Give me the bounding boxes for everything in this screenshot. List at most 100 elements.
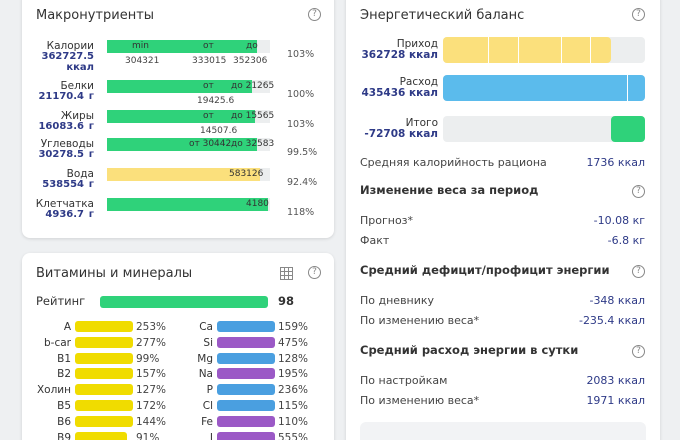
nutrient-name: Na (198, 368, 213, 381)
help-icon[interactable]: ? (308, 266, 321, 279)
energy-label: Приход (396, 38, 438, 50)
nutrient-percent: 99% (136, 352, 160, 365)
nutrient-percent: 110% (278, 415, 309, 428)
nutrient-name: Ca (199, 321, 213, 333)
segment-divider (627, 75, 628, 101)
scale-label: 352306 (233, 56, 268, 66)
item-label: По изменению веса* (360, 314, 480, 327)
nutrient-name: Клетчатка (35, 198, 94, 210)
nutrient-bar (217, 336, 275, 348)
nutrient-percent: 103% (287, 119, 315, 130)
nutrient-name: Жиры (60, 110, 94, 122)
item-label: Факт (360, 234, 390, 247)
item-label: По дневнику (360, 294, 435, 307)
nutrient-name: Холин (36, 384, 71, 397)
vitamin-card (22, 253, 334, 440)
nutrient-bar (75, 336, 133, 348)
nutrient-bar (217, 415, 275, 427)
item-value: -348 ккал (589, 294, 645, 307)
nutrient-bar (217, 400, 275, 411)
rating-bar (100, 296, 268, 308)
nutrient-percent: 236% (278, 384, 309, 397)
bar-label: до 21265 (231, 81, 275, 91)
scale-label: 333015 (192, 56, 227, 66)
help-icon[interactable]: ? (632, 345, 645, 358)
nutrient-unit: г (88, 91, 94, 102)
bar-label: min (132, 41, 149, 51)
scale-label: 19425.6 (197, 96, 235, 106)
nutrient-bar (75, 384, 133, 396)
section-title: Изменение веса за период (360, 183, 539, 197)
help-icon[interactable]: ? (308, 8, 321, 21)
nutrient-amount: 4936.7 (45, 209, 84, 220)
nutrient-percent: 100% (287, 89, 315, 100)
nutrient-name: Cl (202, 400, 213, 412)
help-icon[interactable]: ? (632, 265, 645, 278)
bar-label: 4180 (246, 199, 269, 209)
nutrient-amount: 538554 (42, 179, 84, 190)
help-icon[interactable]: ? (632, 8, 645, 21)
nutrient-name: b-car (44, 336, 71, 349)
nutrient-amount: 362727.5 (41, 51, 94, 62)
bar-fill (107, 138, 257, 151)
bar-fill (107, 110, 255, 123)
nutrient-percent: 555% (278, 431, 309, 440)
nutrient-name: B9 (57, 431, 71, 440)
note-box (360, 422, 646, 440)
bar-fill (107, 80, 252, 93)
energy-value: -72708 ккал (364, 128, 438, 140)
table-icon[interactable] (280, 267, 293, 280)
nutrient-percent: 144% (136, 415, 167, 428)
nutrient-percent: 277% (136, 336, 167, 349)
nutrient-bar (217, 384, 275, 396)
nutrient-percent: 157% (136, 368, 167, 381)
item-value: -10.08 кг (593, 214, 645, 227)
nutrient-bar (217, 368, 275, 380)
nutrient-percent: 118% (287, 207, 315, 218)
nutrient-percent: 103% (287, 49, 315, 60)
nutrient-unit: г (88, 149, 94, 160)
segment-divider (561, 37, 562, 63)
nutrient-percent: 92.4% (287, 177, 318, 188)
help-icon[interactable]: ? (632, 185, 645, 198)
bar-fill (107, 40, 257, 53)
bar-label: до (246, 41, 258, 51)
avg-label: Средняя калорийность рациона (360, 156, 547, 169)
energy-label: Итого (405, 117, 438, 129)
nutrient-percent: 159% (278, 321, 309, 333)
nutrient-percent: 127% (136, 384, 167, 397)
card-title: Макронутриенты (36, 8, 155, 23)
bar-label: 583126 (229, 169, 264, 179)
nutrient-percent: 195% (278, 368, 309, 381)
energy-bar (443, 37, 611, 63)
energy-card (346, 0, 660, 440)
energy-bar (611, 116, 645, 142)
energy-value: 362728 ккал (361, 49, 438, 61)
item-value: 1971 ккал (586, 394, 645, 407)
nutrient-name: B5 (57, 400, 71, 412)
bar-fill (107, 168, 260, 181)
nutrient-bar (75, 400, 133, 411)
nutrient-amount: 30278.5 (38, 149, 84, 160)
nutrient-name: Калории (46, 40, 94, 52)
card-title: Энергетический баланс (360, 8, 525, 23)
nutrient-name: B1 (57, 352, 71, 365)
bar-fill (107, 198, 268, 211)
item-label: По изменению веса* (360, 394, 480, 407)
nutrient-bar (217, 431, 275, 440)
nutrient-name: B6 (57, 415, 71, 428)
nutrient-bar (75, 352, 133, 364)
nutrient-percent: 99.5% (287, 147, 318, 158)
energy-bar (443, 75, 645, 101)
nutrient-bar (217, 321, 275, 332)
nutrient-bar (75, 321, 133, 332)
nutrient-bar (217, 352, 275, 364)
nutrient-name: Белки (60, 80, 94, 92)
bar-label: от (203, 41, 214, 51)
section-title: Средний расход энергии в сутки (360, 343, 579, 357)
item-label: По настройкам (360, 374, 448, 387)
nutrient-name: Fe (201, 415, 213, 428)
energy-label: Расход (399, 76, 438, 88)
nutrient-percent: 91% (136, 431, 160, 440)
